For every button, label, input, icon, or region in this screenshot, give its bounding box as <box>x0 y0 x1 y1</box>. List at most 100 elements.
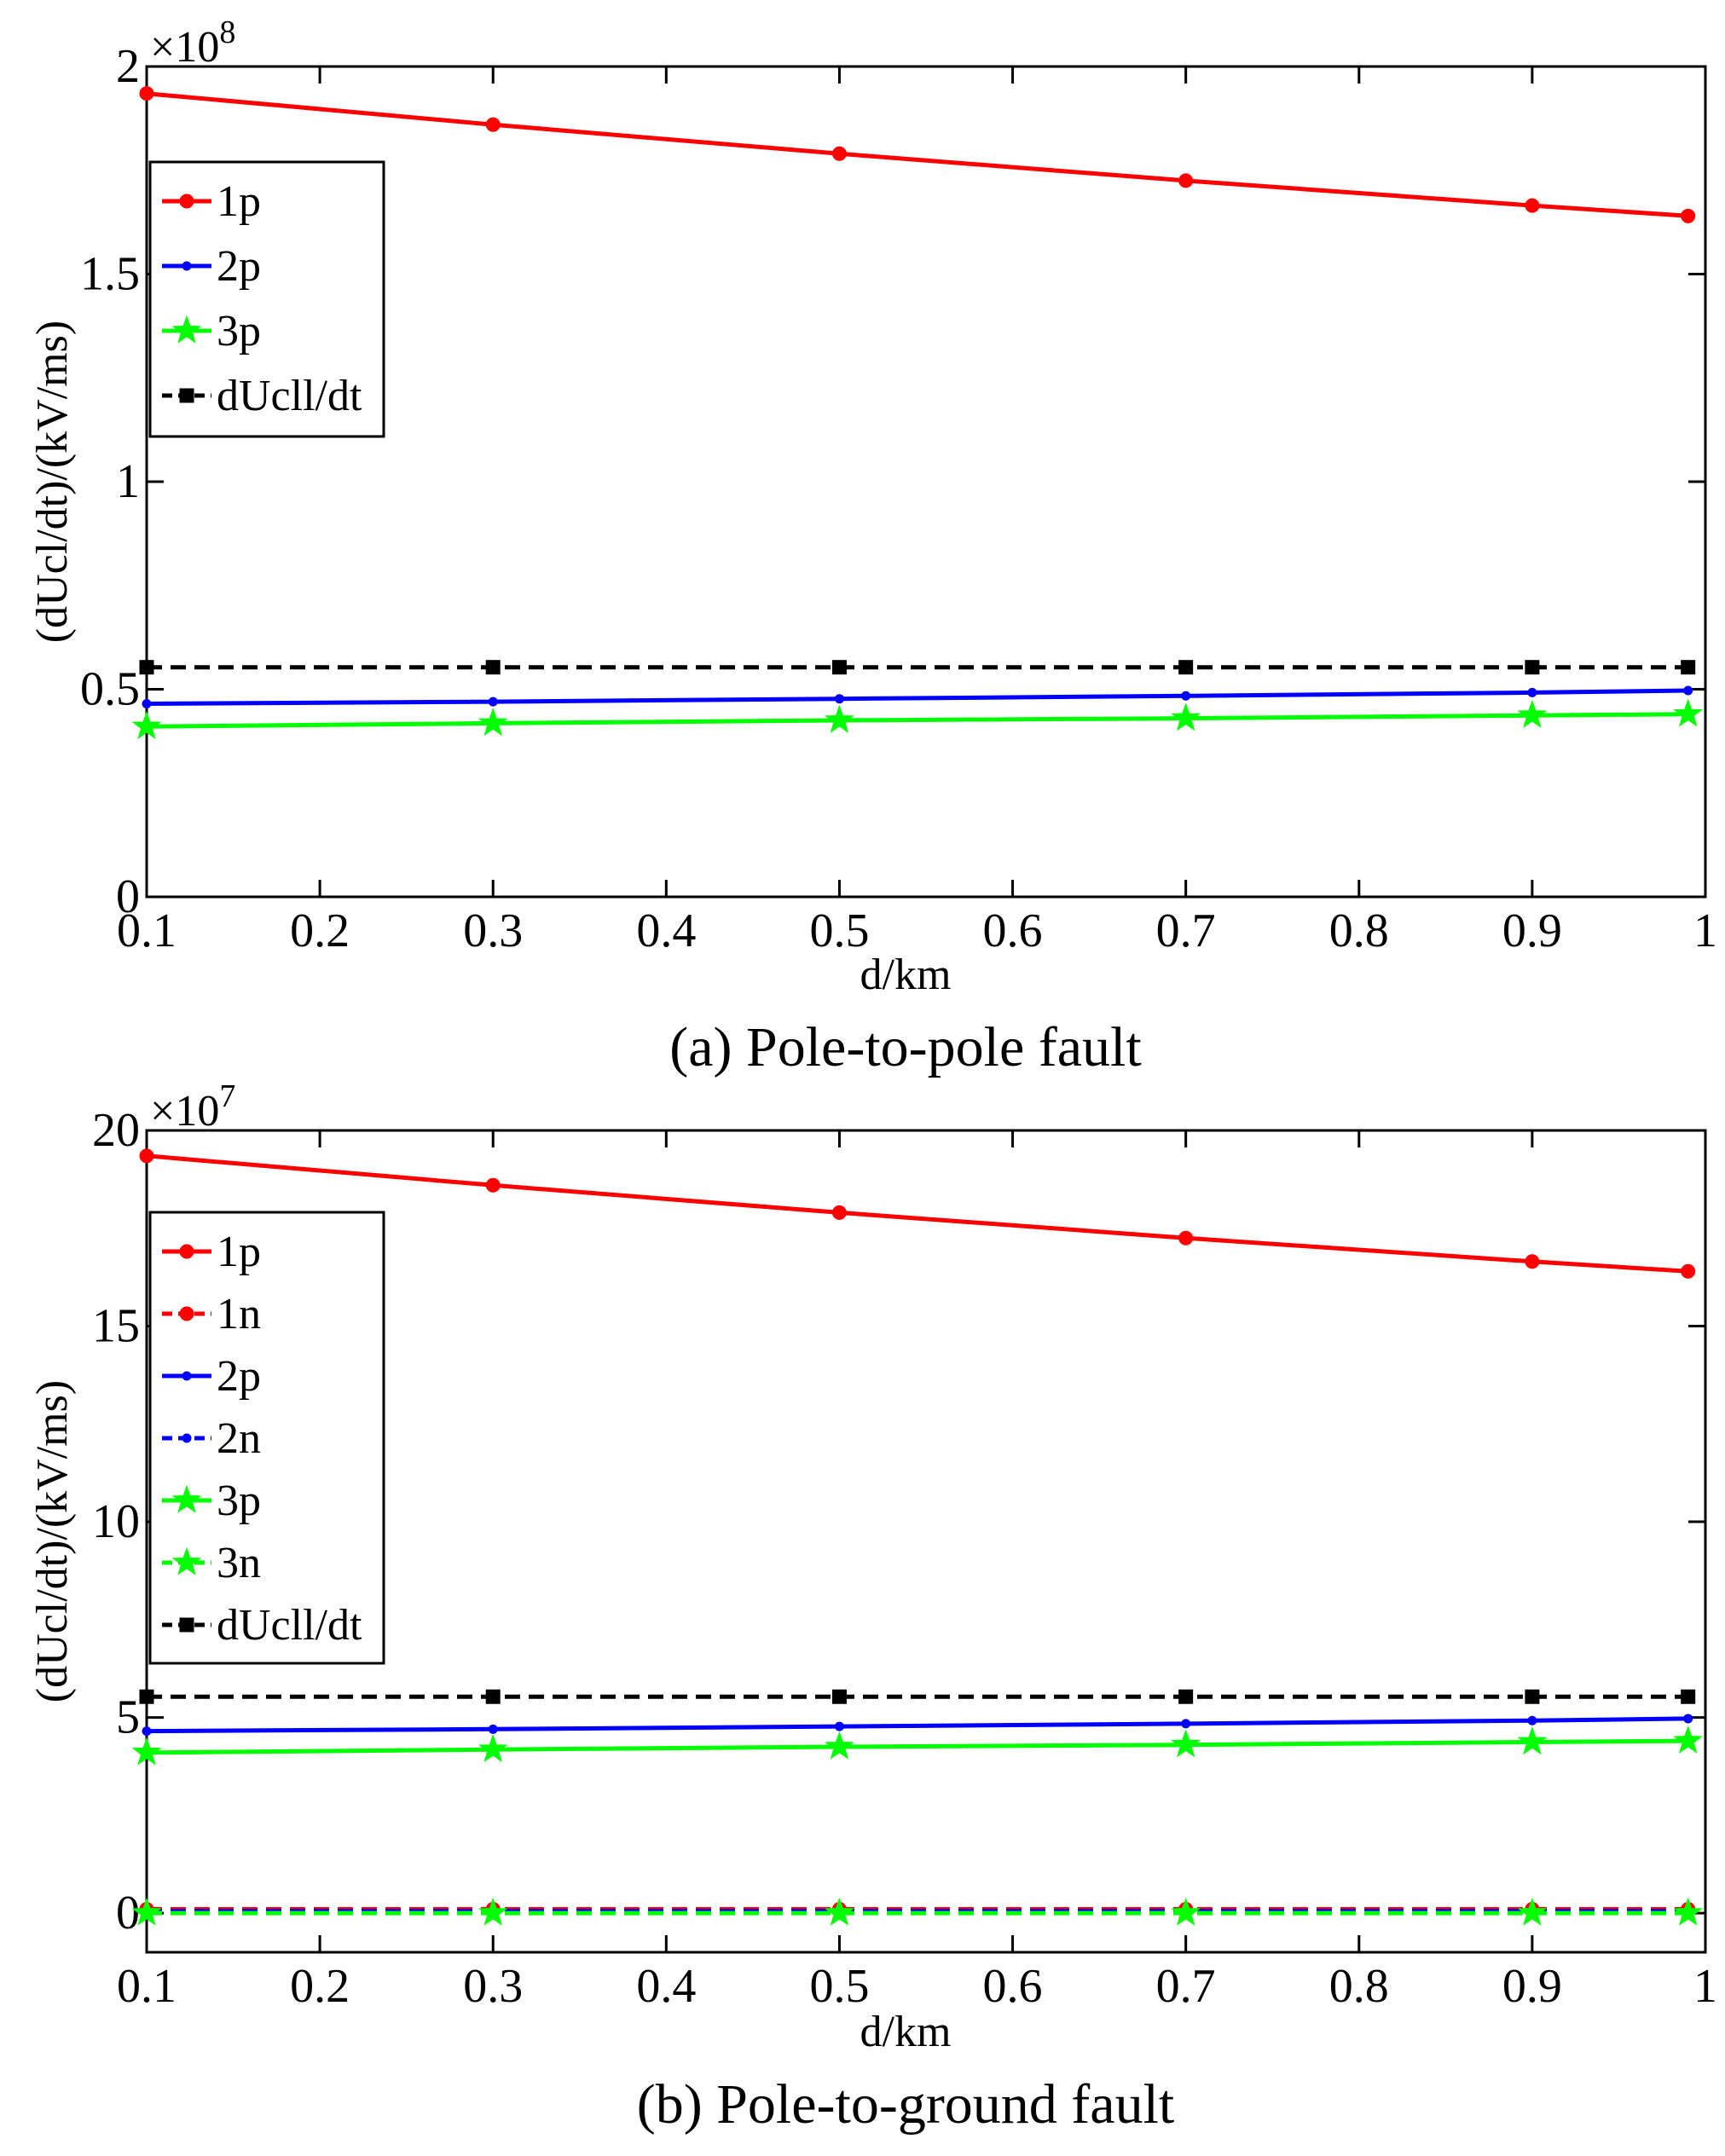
chart-b-series-3n-point <box>131 1897 162 1926</box>
chart-a-series-3p-point <box>478 708 508 737</box>
chart-a-legend-3p-marker <box>171 315 202 344</box>
chart-b-legend-2n-marker <box>182 1433 192 1443</box>
chart-b-x-tick-label: 1 <box>1693 1960 1717 2013</box>
chart-a-x-tick-label: 0.9 <box>1502 905 1562 957</box>
chart-a-x-tick-label: 0.8 <box>1329 905 1389 957</box>
chart-b-series-3p-line <box>146 1738 1688 1755</box>
chart-a-legend-1p-label: 1p <box>217 177 261 226</box>
chart-b-legend-2p-marker <box>182 1371 192 1381</box>
chart-a-y-axis-title: (dUcl/dt)/(kV/ms) <box>28 321 77 643</box>
chart-a-series-3p-point <box>1673 698 1704 727</box>
chart-a-x-tick-label: 0.6 <box>983 905 1043 957</box>
chart-b-series-3n-point <box>1171 1897 1201 1926</box>
chart-b-x-axis-title: d/km <box>860 2008 952 2056</box>
chart-b-series-ducll-dt-point <box>1178 1689 1194 1704</box>
chart-a-y-tick-label: 2 <box>116 40 140 93</box>
chart-a-series-2p-point <box>1683 685 1693 696</box>
chart-a-series-3p-line <box>146 712 1688 729</box>
chart-b-series-1p-point <box>1178 1230 1194 1246</box>
chart-a-series-1p-line <box>146 91 1688 218</box>
chart-b-plot-frame <box>145 1129 1707 1954</box>
chart-b-series-3p-point <box>1517 1726 1548 1755</box>
chart-a-series-ducll-dt-point <box>1178 660 1194 675</box>
chart-b-legend-2p-label: 2p <box>217 1352 261 1401</box>
chart-a-x-tick-label: 1 <box>1693 905 1717 957</box>
chart-b-caption: (b) Pole-to-ground fault <box>637 2073 1175 2136</box>
chart-pole-to-pole: 0.1 0.2 0.3 0.4 0.5 0.6 0.7 0.8 0.9 1 0 0.5 1 1.5 2 ×10… <box>28 14 1717 1078</box>
chart-b-series-ducll-dt-point <box>139 1689 154 1704</box>
chart-b-y-tick-label: 0 <box>116 1887 140 1939</box>
chart-b-legend-1n-label: 1n <box>217 1290 261 1338</box>
chart-b-series-1p-point <box>1681 1263 1696 1279</box>
chart-a-series-1p-point <box>139 86 154 101</box>
chart-b-x-tick-label: 0.5 <box>809 1960 869 2013</box>
chart-b-series-3p-point <box>478 1733 508 1763</box>
chart-a-series-1p-point <box>1178 173 1194 188</box>
chart-b-legend-1p-marker <box>179 1244 194 1259</box>
chart-b-series-2p-line <box>146 1716 1688 1734</box>
chart-b-series-2p-point <box>142 1726 152 1737</box>
chart-a-x-tick-label: 0.2 <box>290 905 350 957</box>
chart-b-series-2p-point <box>488 1724 498 1734</box>
chart-a-legend-ducll-dt-label: dUcll/dt <box>217 372 362 420</box>
chart-a-series-3p-point <box>825 704 854 733</box>
chart-a-series-3p-point <box>1171 702 1201 731</box>
chart-b-series-1p-point <box>485 1177 501 1193</box>
chart-a-exponent-label: ×108 <box>150 14 235 72</box>
chart-b-legend-3p-marker <box>171 1484 202 1513</box>
chart-a-y-tick-label: 0.5 <box>80 663 140 716</box>
chart-b-legend-1n-marker <box>179 1306 194 1321</box>
chart-a-legend-2p-marker <box>182 261 192 271</box>
chart-b-legend-3n-label: 3n <box>217 1539 261 1587</box>
chart-a-series-1p-point <box>485 117 501 132</box>
chart-b-series-2p-point <box>1683 1714 1693 1724</box>
chart-a-series-1p-point <box>1681 208 1696 223</box>
chart-a-x-axis-title: d/km <box>860 951 952 999</box>
chart-b-y-tick-label: 15 <box>92 1300 140 1353</box>
chart-b-x-tick-label: 0.6 <box>983 1960 1043 2013</box>
chart-a-series-1p-point <box>831 146 847 161</box>
chart-a-x-tick-label: 0.4 <box>636 905 696 957</box>
chart-a-series-ducll-dt-point <box>139 660 154 675</box>
chart-b-series-2p-point <box>1181 1719 1191 1729</box>
chart-a-y-tick-label: 0 <box>116 870 140 923</box>
chart-b-series-ducll-dt-point <box>831 1689 847 1704</box>
chart-a-series-2p-point <box>142 699 152 709</box>
chart-b-series-3n-point <box>1673 1897 1704 1926</box>
chart-b-series-1p-point <box>1525 1254 1540 1269</box>
chart-b-series-3p-point <box>131 1737 162 1766</box>
chart-b-y-tick-label: 5 <box>116 1691 140 1744</box>
chart-b-x-tick-label: 0.2 <box>290 1960 350 2013</box>
chart-b-series-3n-point <box>825 1897 854 1926</box>
chart-b-series-ducll-dt-point <box>1525 1689 1540 1704</box>
chart-a-y-tick-label: 1.5 <box>80 248 140 301</box>
chart-b-series-3p-point <box>825 1731 854 1760</box>
chart-a-legend-3p-label: 3p <box>217 307 261 355</box>
chart-b-legend-2n-label: 2n <box>217 1414 261 1463</box>
chart-a-legend-2p-label: 2p <box>217 242 261 291</box>
chart-a-series-2p-point <box>1527 687 1537 697</box>
chart-a-legend-ducll-dt-marker <box>179 388 194 403</box>
chart-b-y-axis-title: (dUcl/dt)/(kV/ms) <box>28 1380 77 1702</box>
chart-b-series-3p-point <box>1673 1725 1704 1754</box>
chart-b-y-tick-label: 20 <box>92 1104 140 1157</box>
chart-b-x-tick-label: 0.8 <box>1329 1960 1389 2013</box>
chart-a-series-2p-point <box>1181 691 1191 701</box>
chart-b-series-2p-point <box>1527 1715 1537 1725</box>
chart-b-legend-3n-marker <box>171 1546 202 1575</box>
chart-b-x-tick-label: 0.4 <box>636 1960 696 2013</box>
chart-a-series-3p-point <box>131 711 162 740</box>
chart-a-x-tick-label: 0.1 <box>117 905 177 957</box>
chart-a-series-2p-point <box>834 694 844 704</box>
chart-a-x-tick-label: 0.7 <box>1156 905 1216 957</box>
chart-b-x-tick-label: 0.1 <box>117 1960 177 2013</box>
chart-a-y-tick-label: 1 <box>116 455 140 508</box>
chart-b-series-3n-point <box>1517 1897 1548 1926</box>
chart-b-series-ducll-dt-point <box>1681 1689 1696 1704</box>
chart-a-series-2p-line <box>146 688 1688 706</box>
chart-a-series-2p-point <box>488 697 498 707</box>
chart-b-legend-ducll-dt-label: dUcll/dt <box>217 1601 362 1650</box>
chart-a-series-ducll-dt-point <box>485 660 501 675</box>
chart-a-x-tick-label: 0.3 <box>463 905 523 957</box>
